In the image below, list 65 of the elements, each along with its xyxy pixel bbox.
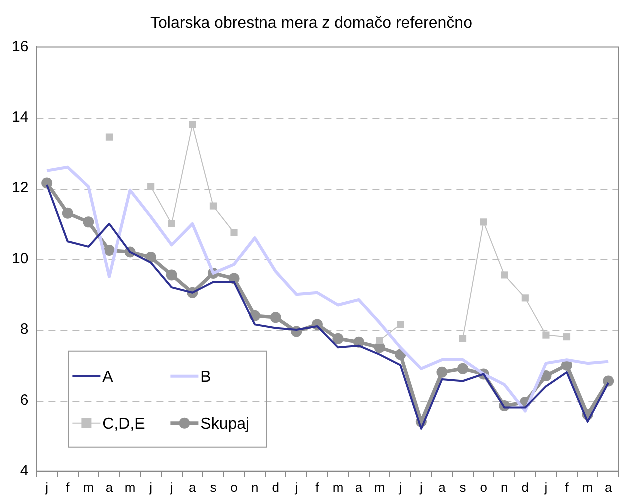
point [148,183,155,190]
y-tick-label: 8 [20,321,29,338]
y-tick-label: 14 [12,109,29,126]
x-tick-label: j [294,480,298,495]
chart-title: Tolarska obrestna mera z domačo referenčno [150,15,473,32]
point [522,294,529,302]
point [189,121,196,129]
x-tick-label: j [169,480,174,495]
point [106,134,114,141]
point [168,220,176,228]
x-tick-label: a [604,480,613,495]
y-tick-label: 6 [20,392,29,409]
x-tick-label: f [316,480,320,495]
point [332,333,344,344]
x-tick-label: a [189,480,198,495]
x-tick-label: s [210,480,218,495]
point [501,272,508,279]
x-tick-label: s [460,480,467,495]
point [436,366,448,378]
x-tick-label: m [582,480,594,495]
x-tick-label: n [251,480,259,495]
point [270,312,282,324]
x-tick-label: j [544,480,548,495]
y-tick-label: 4 [20,462,29,480]
legend-label: C,D,E [102,416,146,433]
x-tick-label: f [66,480,70,495]
y-tick-label: 10 [12,250,29,268]
point [42,178,53,189]
legend-label: Skupaj [200,416,250,433]
point [230,229,238,236]
x-tick-label: d [522,480,530,495]
point [542,332,550,339]
point [397,321,404,328]
legend-label: B [200,368,212,386]
point [210,202,217,210]
x-tick-label: o [230,480,238,495]
x-tick-label: a [106,480,114,495]
x-tick-label: n [501,480,508,495]
point [146,252,157,264]
legend-label: A [102,368,114,386]
x-tick-label: f [565,480,570,495]
x-tick-label: j [418,480,423,495]
y-tick-label: 12 [12,180,29,197]
point [62,208,74,219]
point [603,376,614,387]
point [563,334,571,341]
x-tick-label: d [272,480,280,495]
point [166,270,178,281]
x-tick-label: m [124,480,136,495]
x-tick-label: j [398,480,402,495]
x-tick-label: a [355,480,364,495]
x-tick-label: j [44,480,49,495]
x-tick-label: m [374,480,386,495]
point [459,335,467,342]
point [104,244,115,256]
x-tick-label: m [332,480,344,495]
point [458,363,469,374]
point [376,337,384,344]
x-tick-label: o [480,480,488,495]
point [83,216,94,228]
point [480,218,488,226]
y-tick-label: 16 [12,38,29,56]
x-tick-label: a [438,480,447,495]
x-tick-label: m [83,480,94,495]
x-tick-label: j [148,480,153,495]
